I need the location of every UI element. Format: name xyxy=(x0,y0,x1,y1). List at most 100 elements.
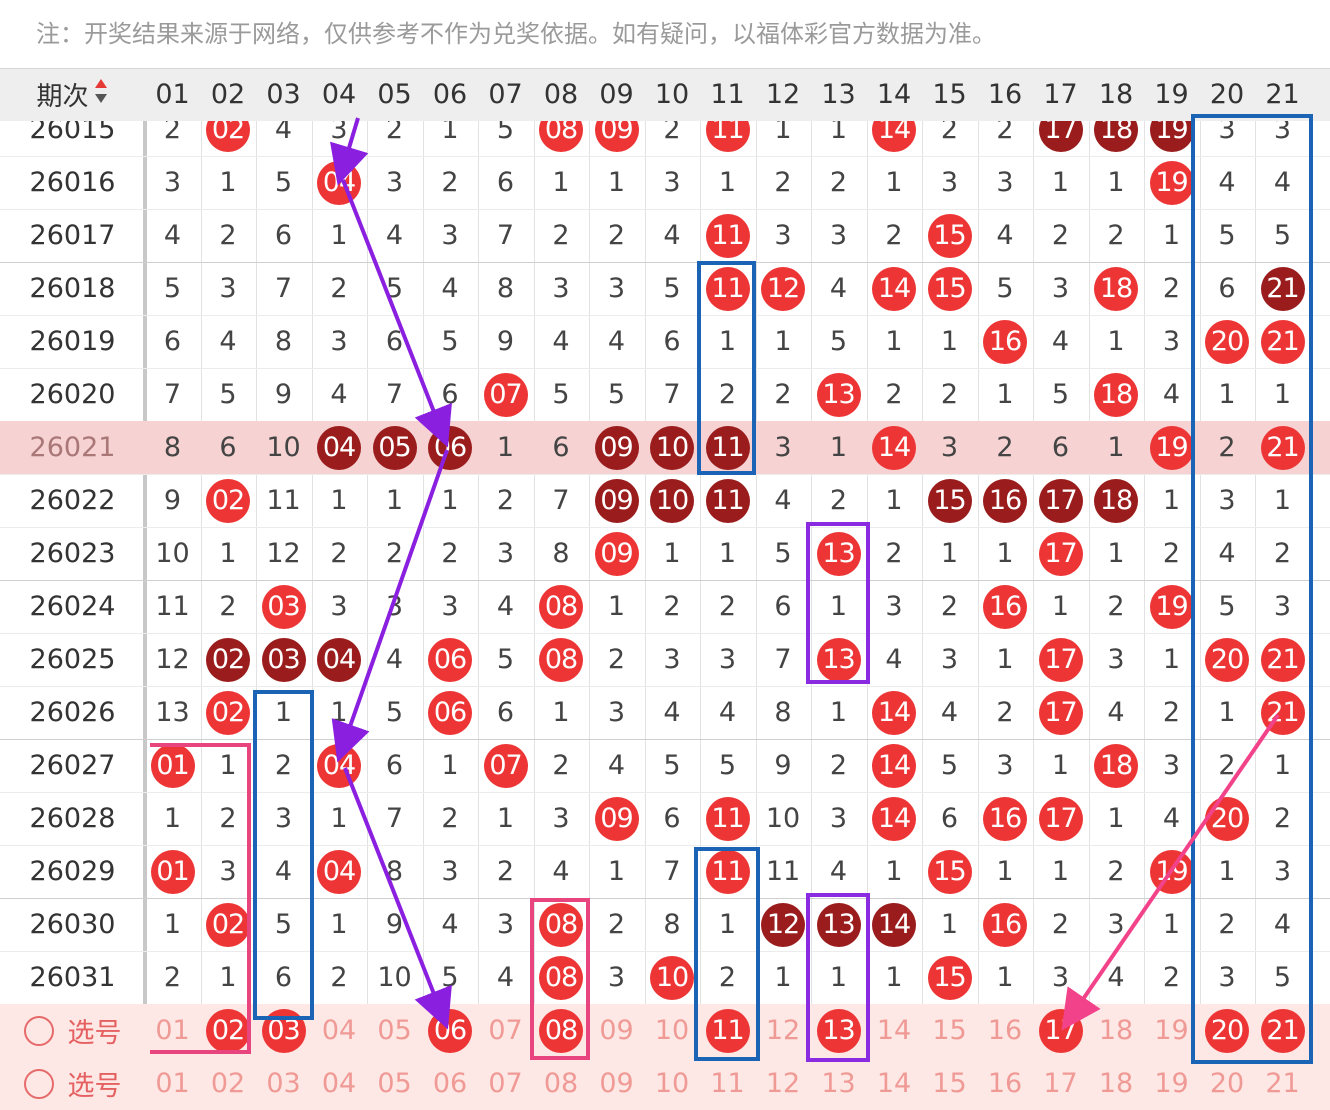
pick-number-cell[interactable]: 05 xyxy=(367,1057,422,1110)
radio-circle-icon[interactable] xyxy=(24,1069,54,1099)
pick-number-cell[interactable]: 12 xyxy=(756,1004,811,1057)
pick-number-cell[interactable]: 10 xyxy=(645,1004,700,1057)
pick-number-cell[interactable]: 07 xyxy=(478,1004,533,1057)
number-cell: 4 xyxy=(589,315,644,368)
pick-number-cell[interactable]: 04 xyxy=(312,1004,367,1057)
pick-number-cell[interactable]: 06 xyxy=(423,1057,478,1110)
number-cell: 2 xyxy=(423,792,478,845)
number-cell: 08 xyxy=(534,898,589,951)
number-text: 1 xyxy=(996,962,1013,993)
sort-updown-icon[interactable] xyxy=(93,77,109,112)
number-cell: 5 xyxy=(1255,951,1310,1004)
number-ball[interactable]: 11 xyxy=(706,1009,750,1053)
number-cell: 1 xyxy=(811,686,866,739)
number-cell: 3 xyxy=(589,262,644,315)
pick-number-cell[interactable]: 13 xyxy=(811,1057,866,1110)
pick-number-cell[interactable]: 19 xyxy=(1144,1004,1199,1057)
number-cell: 11 xyxy=(700,421,755,474)
pick-number-cell[interactable]: 17 xyxy=(1033,1057,1088,1110)
number-cell: 3 xyxy=(645,633,700,686)
number-cell: 10 xyxy=(645,951,700,1004)
pick-number-cell[interactable]: 15 xyxy=(922,1004,977,1057)
pick-number-cell[interactable]: 07 xyxy=(478,1057,533,1110)
number-ball: 09 xyxy=(595,479,639,523)
pick-number-cell[interactable]: 05 xyxy=(367,1004,422,1057)
pick-number-cell[interactable]: 04 xyxy=(312,1057,367,1110)
pick-number-cell[interactable]: 01 xyxy=(145,1057,200,1110)
pick-number-cell[interactable]: 18 xyxy=(1089,1004,1144,1057)
pick-number-cell[interactable]: 20 xyxy=(1200,1057,1255,1110)
pick-number-cell[interactable]: 01 xyxy=(145,1004,200,1057)
number-ball: 16 xyxy=(983,797,1027,841)
number-cell: 21 xyxy=(1255,421,1310,474)
number-cell: 11 xyxy=(700,262,755,315)
pick-number-cell[interactable]: 11 xyxy=(700,1057,755,1110)
pick-number-cell[interactable]: 13 xyxy=(811,1004,866,1057)
number-text: 1 xyxy=(330,485,347,516)
number-cell: 11 xyxy=(756,845,811,898)
number-text: 4 xyxy=(1274,167,1291,198)
number-cell: 5 xyxy=(1200,209,1255,262)
number-text: 1 xyxy=(1218,697,1235,728)
pick-number-cell[interactable]: 14 xyxy=(867,1057,922,1110)
number-ball[interactable]: 03 xyxy=(262,1009,306,1053)
pick-number-cell[interactable]: 18 xyxy=(1089,1057,1144,1110)
number-ball: 16 xyxy=(983,903,1027,947)
issue-header[interactable]: 期次 xyxy=(0,68,145,120)
pick-number-cell[interactable]: 03 xyxy=(256,1004,311,1057)
number-cell: 5 xyxy=(1255,209,1310,262)
pick-number-cell[interactable]: 02 xyxy=(201,1057,256,1110)
number-ball[interactable]: 13 xyxy=(817,1009,861,1053)
number-cell: 3 xyxy=(922,633,977,686)
number-text: 6 xyxy=(164,326,181,357)
number-cell: 04 xyxy=(312,156,367,209)
number-text: 6 xyxy=(386,750,403,781)
pick-number-cell[interactable]: 09 xyxy=(589,1004,644,1057)
pick-number-cell[interactable]: 15 xyxy=(922,1057,977,1110)
pick-number-cell[interactable]: 20 xyxy=(1200,1004,1255,1057)
radio-circle-icon[interactable] xyxy=(24,1016,54,1046)
number-ball[interactable]: 20 xyxy=(1205,1009,1249,1053)
number-ball[interactable]: 06 xyxy=(428,1009,472,1053)
number-text: 4 xyxy=(663,697,680,728)
pick-number-cell[interactable]: 08 xyxy=(534,1004,589,1057)
pick-number-cell[interactable]: 09 xyxy=(589,1057,644,1110)
pick-number-cell[interactable]: 11 xyxy=(700,1004,755,1057)
pick-number-cell[interactable]: 16 xyxy=(978,1004,1033,1057)
pick-number-cell[interactable]: 02 xyxy=(201,1004,256,1057)
number-text: 2 xyxy=(441,167,458,198)
pick-number-cell[interactable]: 21 xyxy=(1255,1004,1310,1057)
number-text: 3 xyxy=(996,167,1013,198)
number-text: 1 xyxy=(885,326,902,357)
pick-number-cell[interactable]: 2 xyxy=(1311,1057,1330,1110)
column-header-03: 03 xyxy=(256,68,311,120)
number-cell: 3 xyxy=(811,792,866,845)
pick-number-cell[interactable]: 17 xyxy=(1033,1004,1088,1057)
number-cell: 5 xyxy=(645,739,700,792)
pick-number-cell[interactable]: 10 xyxy=(645,1057,700,1110)
pick-number-cell[interactable]: 2 xyxy=(1311,1004,1330,1057)
pick-number-cell[interactable]: 19 xyxy=(1144,1057,1199,1110)
pick-number-cell[interactable]: 21 xyxy=(1255,1057,1310,1110)
number-cell: 1 xyxy=(978,633,1033,686)
pick-row-label[interactable]: 选号 xyxy=(0,1057,145,1110)
pick-number-cell[interactable]: 16 xyxy=(978,1057,1033,1110)
pick-number-cell[interactable]: 03 xyxy=(256,1057,311,1110)
number-ball[interactable]: 02 xyxy=(206,1009,250,1053)
number-ball[interactable]: 08 xyxy=(539,1009,583,1053)
number-cell xyxy=(1311,633,1330,686)
pick-row-label[interactable]: 选号 xyxy=(0,1004,145,1057)
pick-number-cell[interactable]: 08 xyxy=(534,1057,589,1110)
number-text: 14 xyxy=(877,1068,911,1099)
pick-number-cell[interactable]: 12 xyxy=(756,1057,811,1110)
pick-number-cell[interactable]: 14 xyxy=(867,1004,922,1057)
number-ball[interactable]: 21 xyxy=(1261,1009,1305,1053)
pick-number-cell[interactable]: 06 xyxy=(423,1004,478,1057)
number-ball: 18 xyxy=(1094,744,1138,788)
number-cell: 5 xyxy=(811,315,866,368)
number-cell: 4 xyxy=(978,209,1033,262)
number-ball: 07 xyxy=(484,744,528,788)
number-text: 2 xyxy=(663,591,680,622)
number-cell: 1 xyxy=(1089,421,1144,474)
number-ball[interactable]: 17 xyxy=(1039,1009,1083,1053)
